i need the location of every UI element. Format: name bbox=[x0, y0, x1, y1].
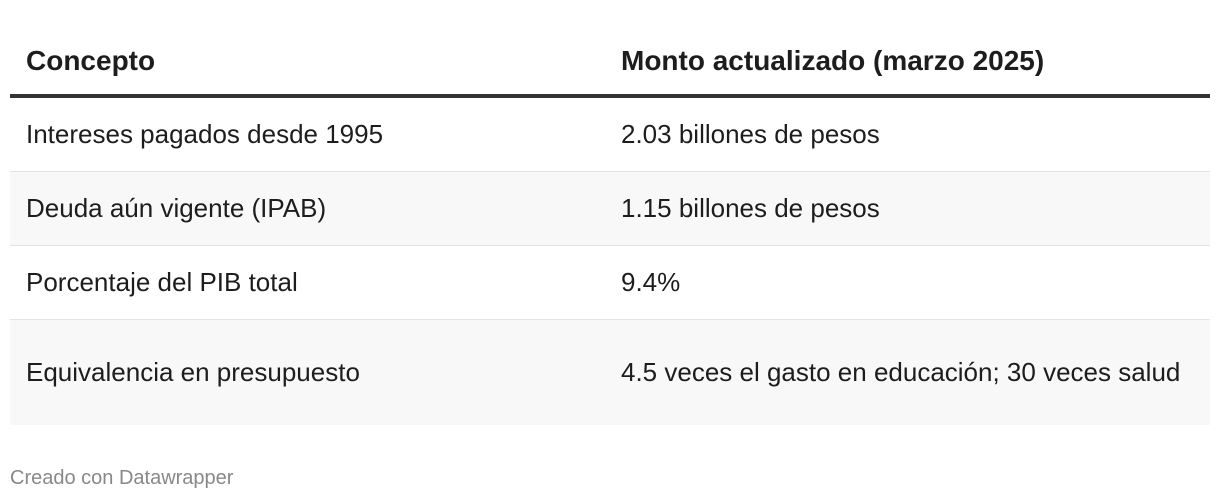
datawrapper-credit: Creado con Datawrapper bbox=[10, 467, 234, 489]
cell-monto: 9.4% bbox=[621, 267, 681, 297]
cell-concepto: Equivalencia en presupuesto bbox=[26, 357, 360, 387]
table-row: Deuda aún vigente (IPAB) 1.15 billones d… bbox=[10, 172, 1210, 246]
cell-concepto: Porcentaje del PIB total bbox=[26, 267, 298, 297]
table-header-row: Concepto Monto actualizado (marzo 2025) bbox=[10, 26, 1210, 98]
header-monto: Monto actualizado (marzo 2025) bbox=[621, 45, 1045, 76]
cell-concepto: Deuda aún vigente (IPAB) bbox=[26, 193, 327, 223]
cell-monto: 1.15 billones de pesos bbox=[621, 193, 880, 223]
header-concepto: Concepto bbox=[26, 45, 156, 76]
table-row: Intereses pagados desde 1995 2.03 billon… bbox=[10, 98, 1210, 172]
data-table: Concepto Monto actualizado (marzo 2025) … bbox=[10, 26, 1210, 425]
cell-monto: 4.5 veces el gasto en educación; 30 vece… bbox=[621, 357, 1181, 387]
table-row: Porcentaje del PIB total 9.4% bbox=[10, 246, 1210, 320]
table-row: Equivalencia en presupuesto 4.5 veces el… bbox=[10, 320, 1210, 425]
cell-monto: 2.03 billones de pesos bbox=[621, 119, 880, 149]
cell-concepto: Intereses pagados desde 1995 bbox=[26, 119, 384, 149]
